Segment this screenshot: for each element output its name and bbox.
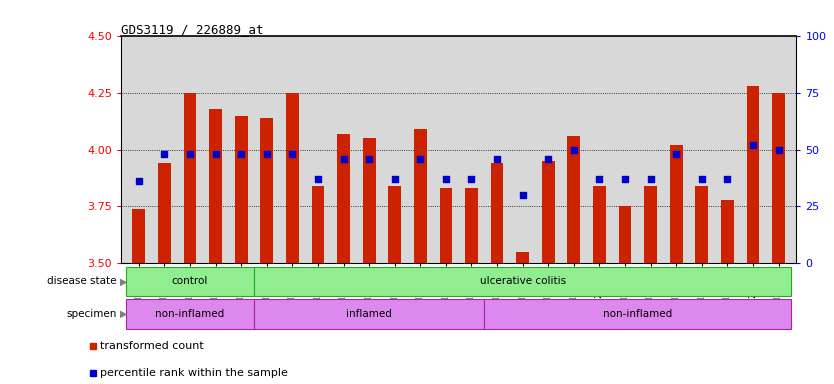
Bar — [260, 118, 274, 263]
Bar — [209, 109, 222, 263]
Text: GDS3119 / 226889_at: GDS3119 / 226889_at — [121, 23, 264, 36]
Text: disease state: disease state — [48, 276, 117, 286]
Bar — [721, 200, 734, 263]
Bar — [485, 299, 791, 329]
Bar — [337, 134, 350, 263]
Bar — [772, 93, 785, 263]
Bar — [746, 86, 760, 263]
Bar — [465, 188, 478, 263]
Bar — [254, 266, 791, 296]
Point — [465, 176, 478, 182]
Bar — [567, 136, 580, 263]
Bar — [286, 93, 299, 263]
Point — [209, 151, 223, 157]
Point — [440, 176, 453, 182]
Bar — [133, 209, 145, 263]
Bar — [696, 186, 708, 263]
Point — [695, 176, 708, 182]
Bar — [516, 252, 529, 263]
Bar — [158, 163, 171, 263]
Bar — [312, 186, 324, 263]
Point — [618, 176, 631, 182]
Bar — [542, 161, 555, 263]
Point — [567, 147, 580, 153]
Point — [644, 176, 657, 182]
Text: ▶: ▶ — [120, 276, 128, 286]
Point — [363, 156, 376, 162]
Point — [183, 151, 197, 157]
Bar — [593, 186, 605, 263]
Text: ▶: ▶ — [120, 309, 128, 319]
Point — [337, 156, 350, 162]
Text: percentile rank within the sample: percentile rank within the sample — [100, 368, 288, 379]
Bar — [126, 299, 254, 329]
Bar — [235, 116, 248, 263]
Point — [721, 176, 734, 182]
Text: transformed count: transformed count — [100, 341, 203, 351]
Text: inflamed: inflamed — [346, 309, 392, 319]
Point — [516, 192, 530, 198]
Point — [772, 147, 786, 153]
Bar — [254, 299, 485, 329]
Point — [541, 156, 555, 162]
Text: control: control — [172, 276, 208, 286]
Bar — [670, 145, 682, 263]
Point — [286, 151, 299, 157]
Point — [414, 156, 427, 162]
Text: ulcerative colitis: ulcerative colitis — [480, 276, 565, 286]
Bar — [126, 266, 254, 296]
Bar — [490, 163, 504, 263]
Bar — [644, 186, 657, 263]
Point — [670, 151, 683, 157]
Point — [234, 151, 248, 157]
Point — [746, 142, 760, 148]
Bar — [414, 129, 427, 263]
Point — [158, 151, 171, 157]
Point — [593, 176, 606, 182]
Bar — [389, 186, 401, 263]
Point — [311, 176, 324, 182]
Text: non-inflamed: non-inflamed — [155, 309, 224, 319]
Point — [132, 179, 145, 185]
Bar — [440, 188, 452, 263]
Point — [490, 156, 504, 162]
Text: specimen: specimen — [67, 309, 117, 319]
Point — [260, 151, 274, 157]
Text: non-inflamed: non-inflamed — [603, 309, 672, 319]
Bar — [363, 139, 375, 263]
Bar — [183, 93, 197, 263]
Point — [388, 176, 401, 182]
Bar — [619, 207, 631, 263]
